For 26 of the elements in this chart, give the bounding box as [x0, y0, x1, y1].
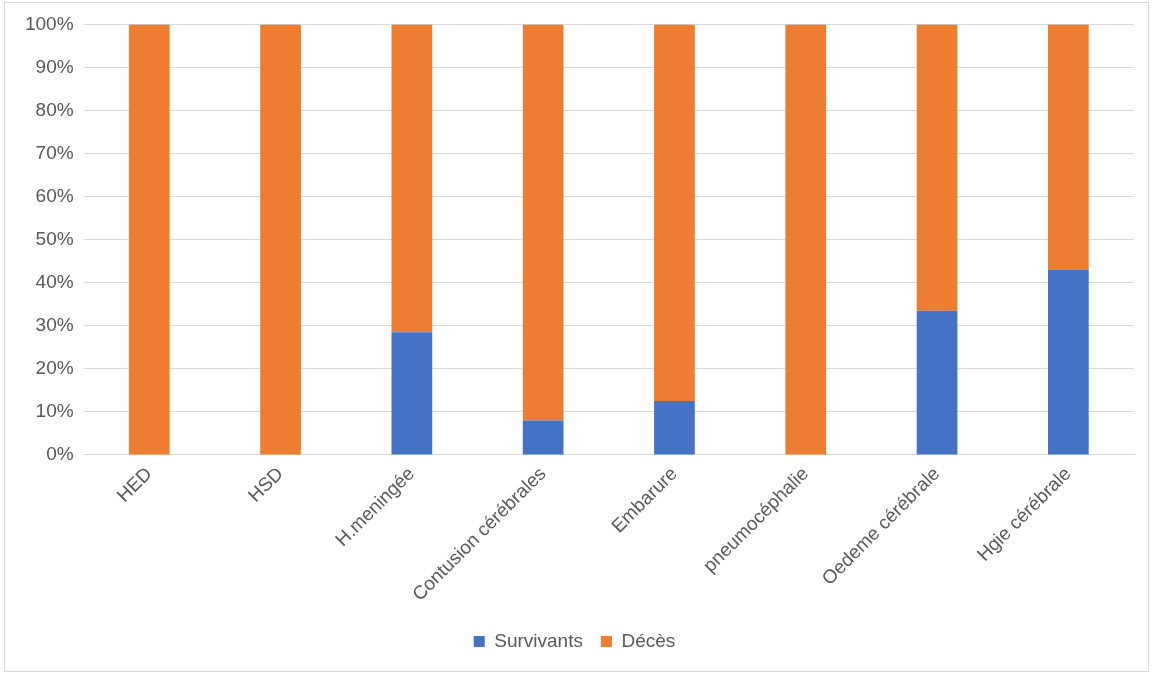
y-tick-label: 30%	[35, 314, 74, 335]
y-tick-label: 20%	[35, 357, 74, 379]
y-tick-label: 90%	[35, 55, 74, 77]
y-tick-label: 60%	[35, 184, 74, 206]
bar	[391, 24, 433, 333]
bar	[260, 24, 301, 455]
bar	[654, 401, 695, 455]
y-tick-label: 40%	[35, 270, 74, 292]
bar	[391, 332, 433, 455]
y-tick-label: 100%	[24, 12, 74, 34]
bar	[1048, 24, 1089, 270]
bar	[785, 24, 827, 455]
legend-label: Survivants	[494, 629, 583, 651]
bar	[522, 24, 564, 421]
bar	[522, 420, 564, 455]
bar	[654, 24, 695, 402]
bar	[916, 24, 958, 311]
y-tick-label: 70%	[35, 141, 74, 163]
y-tick-label: 50%	[35, 227, 74, 249]
y-tick-label: 10%	[35, 400, 74, 422]
y-tick-label: 80%	[35, 98, 74, 120]
bar	[1048, 269, 1089, 455]
y-tick-label: 0%	[46, 443, 74, 465]
legend-label: Décès	[621, 629, 676, 651]
bar	[128, 24, 170, 455]
bar	[916, 310, 958, 455]
